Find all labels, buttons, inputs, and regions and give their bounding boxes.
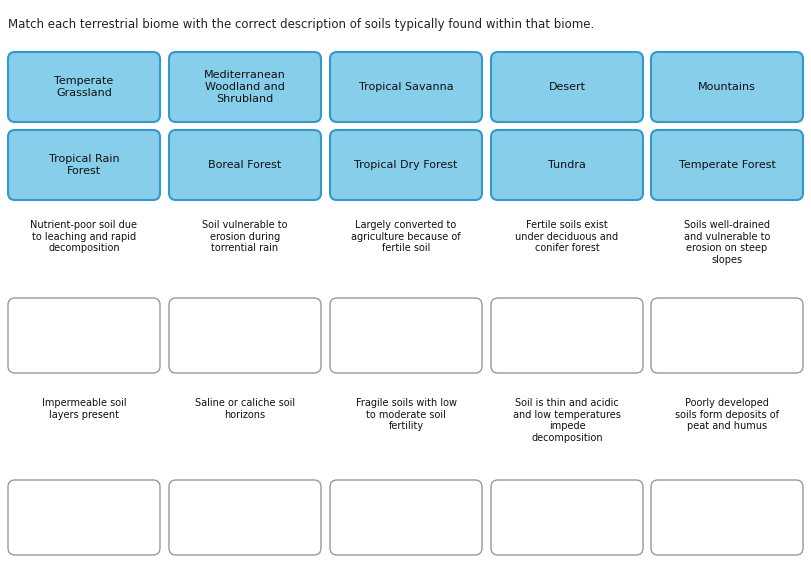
FancyBboxPatch shape (491, 52, 643, 122)
Text: Temperate
Grassland: Temperate Grassland (54, 76, 114, 98)
FancyBboxPatch shape (169, 480, 321, 555)
Text: Mountains: Mountains (698, 82, 756, 92)
FancyBboxPatch shape (330, 52, 482, 122)
Text: Tundra: Tundra (548, 160, 586, 170)
FancyBboxPatch shape (169, 298, 321, 373)
Text: Desert: Desert (548, 82, 586, 92)
Text: Nutrient-poor soil due
to leaching and rapid
decomposition: Nutrient-poor soil due to leaching and r… (31, 220, 138, 253)
FancyBboxPatch shape (8, 480, 160, 555)
Text: Tropical Dry Forest: Tropical Dry Forest (354, 160, 457, 170)
Text: Largely converted to
agriculture because of
fertile soil: Largely converted to agriculture because… (351, 220, 461, 253)
Text: Temperate Forest: Temperate Forest (679, 160, 775, 170)
FancyBboxPatch shape (491, 130, 643, 200)
Text: Soil vulnerable to
erosion during
torrential rain: Soil vulnerable to erosion during torren… (202, 220, 288, 253)
Text: Boreal Forest: Boreal Forest (208, 160, 281, 170)
Text: Fragile soils with low
to moderate soil
fertility: Fragile soils with low to moderate soil … (355, 398, 457, 431)
FancyBboxPatch shape (330, 480, 482, 555)
FancyBboxPatch shape (330, 130, 482, 200)
Text: Impermeable soil
layers present: Impermeable soil layers present (41, 398, 127, 419)
FancyBboxPatch shape (169, 130, 321, 200)
FancyBboxPatch shape (491, 298, 643, 373)
Text: Fertile soils exist
under deciduous and
conifer forest: Fertile soils exist under deciduous and … (516, 220, 619, 253)
Text: Match each terrestrial biome with the correct description of soils typically fou: Match each terrestrial biome with the co… (8, 18, 594, 31)
Text: Mediterranean
Woodland and
Shrubland: Mediterranean Woodland and Shrubland (204, 70, 286, 104)
FancyBboxPatch shape (330, 298, 482, 373)
FancyBboxPatch shape (651, 52, 803, 122)
FancyBboxPatch shape (651, 130, 803, 200)
Text: Saline or caliche soil
horizons: Saline or caliche soil horizons (195, 398, 295, 419)
FancyBboxPatch shape (651, 480, 803, 555)
FancyBboxPatch shape (651, 298, 803, 373)
Text: Tropical Rain
Forest: Tropical Rain Forest (49, 154, 119, 176)
FancyBboxPatch shape (8, 130, 160, 200)
FancyBboxPatch shape (8, 52, 160, 122)
Text: Soils well-drained
and vulnerable to
erosion on steep
slopes: Soils well-drained and vulnerable to ero… (684, 220, 770, 265)
FancyBboxPatch shape (8, 298, 160, 373)
Text: Tropical Savanna: Tropical Savanna (358, 82, 453, 92)
FancyBboxPatch shape (169, 52, 321, 122)
Text: Poorly developed
soils form deposits of
peat and humus: Poorly developed soils form deposits of … (675, 398, 779, 431)
FancyBboxPatch shape (491, 480, 643, 555)
Text: Soil is thin and acidic
and low temperatures
impede
decomposition: Soil is thin and acidic and low temperat… (513, 398, 621, 443)
